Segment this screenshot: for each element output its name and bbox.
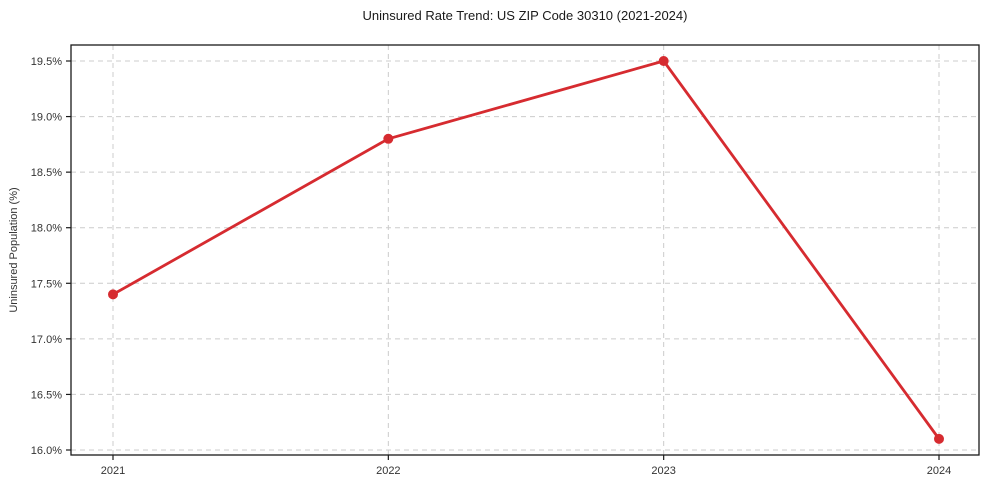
y-tick-label: 19.5% <box>31 56 62 68</box>
data-point-marker <box>108 289 118 300</box>
trend-line <box>111 59 941 441</box>
data-point-marker <box>383 133 394 144</box>
x-tick-label: 2022 <box>376 465 400 477</box>
y-tick-label: 17.0% <box>31 334 62 346</box>
y-tick-label: 19.0% <box>31 112 62 124</box>
plot-border <box>70 44 980 456</box>
data-point-marker <box>658 56 669 66</box>
x-tick-label: 2024 <box>927 465 951 477</box>
y-tick-label: 17.5% <box>31 278 62 290</box>
y-tick-label: 16.0% <box>31 445 62 457</box>
y-tick-label: 18.5% <box>31 167 62 179</box>
x-tick-label: 2021 <box>101 465 125 477</box>
y-tick-label: 16.5% <box>31 389 62 401</box>
x-tick-label: 2023 <box>651 465 675 477</box>
data-point-marker <box>934 433 944 444</box>
y-tick-label: 18.0% <box>31 223 62 235</box>
chart-title: Uninsured Rate Trend: US ZIP Code 30310 … <box>362 8 688 23</box>
